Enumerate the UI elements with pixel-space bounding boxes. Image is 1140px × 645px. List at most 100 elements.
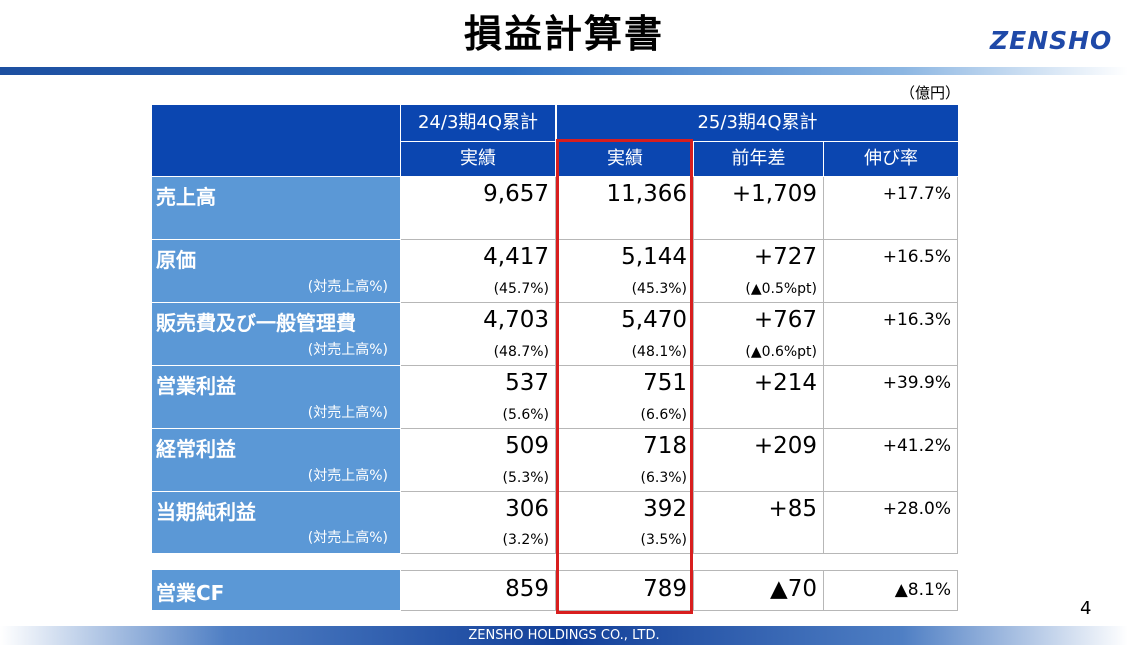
row-label-cell: 販売費及び一般管理費 (対売上高%) [152,303,400,365]
highlight-box [556,139,693,614]
diff-value: +1,709 [731,181,817,207]
header-diff: 前年差 [694,142,823,176]
prev-actual-ratio: (48.7%) [493,344,549,360]
row-sublabel: (対売上高%) [307,279,388,295]
row-label: 売上高 [156,185,216,209]
cf-diff-value: ▲70 [770,576,817,602]
diff-cell: +1,709 [694,177,824,240]
diff-cell: +85 [694,492,824,554]
prev-actual-ratio: (5.6%) [502,407,550,423]
row-label: 当期純利益 [156,500,256,524]
header-group-prev: 24/3期4Q累計 [401,105,555,141]
curr-actual-ratio: (3.5%) [640,532,688,548]
row-sublabel: (対売上高%) [307,405,388,421]
curr-actual-value: 751 [643,370,687,396]
prev-actual-cell: 9,657 [401,177,556,240]
company-logo: ZENSHO [990,26,1113,55]
curr-actual-value: 11,366 [606,181,687,207]
cf-label-cell: 営業CF [152,570,400,610]
row-label-cell: 売上高 [152,177,400,239]
header-actual-curr: 実績 [557,142,693,176]
growth-cell: +39.9% [824,366,958,429]
growth-value: +16.5% [882,247,951,267]
prev-actual-value: 509 [505,433,549,459]
curr-actual-ratio: (48.1%) [631,344,687,360]
cf-diff-cell: ▲70 [694,570,824,611]
row-label: 原価 [156,248,196,272]
diff-value: +767 [753,307,817,333]
cf-growth-value: ▲8.1% [894,580,951,600]
curr-actual-cell: 392 (3.5%) [556,492,694,554]
diff-value: +214 [753,370,817,396]
diff-cell: +767 (▲0.6%pt) [694,303,824,366]
cf-label: 営業CF [156,581,225,605]
page-number: 4 [1080,598,1092,619]
prev-actual-value: 537 [505,370,549,396]
row-label-cell: 経常利益 (対売上高%) [152,429,400,491]
cf-curr-value: 789 [643,576,687,602]
diff-value: +727 [753,244,817,270]
growth-value: +28.0% [882,499,951,519]
prev-actual-value: 4,703 [483,307,549,333]
footer-bar: ZENSHO HOLDINGS CO., LTD. [0,626,1128,645]
curr-actual-cell: 11,366 [556,177,694,240]
header-blank-cell [152,105,400,176]
header-actual-prev: 実績 [401,142,555,176]
cf-prev-cell: 859 [401,570,556,611]
curr-actual-value: 392 [643,496,687,522]
diff-cell: +209 [694,429,824,492]
row-sublabel: (対売上高%) [307,530,388,546]
prev-actual-cell: 509 (5.3%) [401,429,556,492]
cf-curr-cell: 789 [556,570,694,611]
diff-value: +209 [753,433,817,459]
cf-prev-value: 859 [505,576,549,602]
growth-value: +16.3% [882,310,951,330]
growth-value: +41.2% [882,436,951,456]
curr-actual-cell: 718 (6.3%) [556,429,694,492]
row-label: 販売費及び一般管理費 [156,311,356,335]
prev-actual-value: 4,417 [483,244,549,270]
diff-cell: +214 [694,366,824,429]
curr-actual-cell: 5,470 (48.1%) [556,303,694,366]
prev-actual-ratio: (5.3%) [502,470,550,486]
row-label-cell: 営業利益 (対売上高%) [152,366,400,428]
growth-cell: +41.2% [824,429,958,492]
curr-actual-ratio: (45.3%) [631,281,687,297]
prev-actual-ratio: (3.2%) [502,532,550,548]
curr-actual-ratio: (6.6%) [640,407,688,423]
growth-cell: +16.5% [824,240,958,303]
cf-growth-cell: ▲8.1% [824,570,958,611]
prev-actual-ratio: (45.7%) [493,281,549,297]
growth-value: +39.9% [882,373,951,393]
prev-actual-cell: 537 (5.6%) [401,366,556,429]
slide-title: 損益計算書 [463,12,664,56]
header-divider [0,67,1128,75]
curr-actual-value: 718 [643,433,687,459]
growth-cell: +16.3% [824,303,958,366]
unit-label: （億円） [900,84,961,102]
curr-actual-value: 5,144 [621,244,687,270]
curr-actual-cell: 5,144 (45.3%) [556,240,694,303]
growth-cell: +28.0% [824,492,958,554]
row-label: 経常利益 [156,437,236,461]
curr-actual-value: 5,470 [621,307,687,333]
prev-actual-cell: 4,703 (48.7%) [401,303,556,366]
diff-ratio: (▲0.6%pt) [745,344,817,360]
prev-actual-cell: 306 (3.2%) [401,492,556,554]
row-label-cell: 原価 (対売上高%) [152,240,400,302]
growth-cell: +17.7% [824,177,958,240]
diff-cell: +727 (▲0.5%pt) [694,240,824,303]
header-group-curr: 25/3期4Q累計 [557,105,958,141]
prev-actual-value: 306 [505,496,549,522]
row-label: 営業利益 [156,374,236,398]
row-sublabel: (対売上高%) [307,342,388,358]
prev-actual-value: 9,657 [483,181,549,207]
row-label-cell: 当期純利益 (対売上高%) [152,492,400,553]
diff-ratio: (▲0.5%pt) [745,281,817,297]
curr-actual-cell: 751 (6.6%) [556,366,694,429]
header-growth: 伸び率 [824,142,958,176]
curr-actual-ratio: (6.3%) [640,470,688,486]
growth-value: +17.7% [882,184,951,204]
prev-actual-cell: 4,417 (45.7%) [401,240,556,303]
diff-value: +85 [768,496,817,522]
